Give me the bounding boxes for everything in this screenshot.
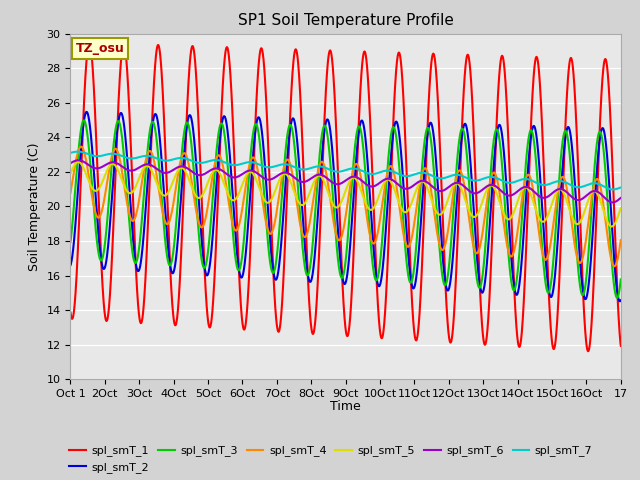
Title: SP1 Soil Temperature Profile: SP1 Soil Temperature Profile: [237, 13, 454, 28]
Legend: spl_smT_1, spl_smT_2, spl_smT_3, spl_smT_4, spl_smT_5, spl_smT_6, spl_smT_7: spl_smT_1, spl_smT_2, spl_smT_3, spl_smT…: [65, 441, 597, 477]
X-axis label: Time: Time: [330, 400, 361, 413]
Text: TZ_osu: TZ_osu: [76, 42, 125, 55]
Y-axis label: Soil Temperature (C): Soil Temperature (C): [28, 142, 41, 271]
